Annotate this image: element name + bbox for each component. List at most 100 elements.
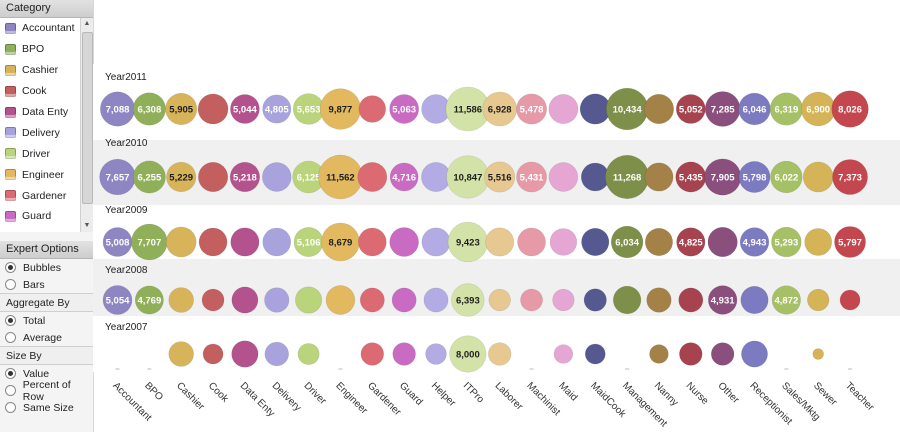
- data-label: 4,931: [711, 295, 735, 306]
- data-bubble: [644, 227, 673, 257]
- category-item[interactable]: Delivery: [0, 122, 80, 143]
- scroll-up-arrow-icon[interactable]: ▲: [83, 20, 91, 27]
- category-panel-title: Category: [0, 0, 93, 18]
- data-label: 9,877: [329, 104, 353, 115]
- data-bubble: [707, 285, 738, 315]
- data-bubble: [421, 227, 451, 257]
- data-label: 9,423: [456, 237, 480, 248]
- data-bubble: [548, 162, 579, 192]
- data-bubble: [201, 288, 225, 312]
- data-bubble: [812, 348, 824, 360]
- category-item[interactable]: Gardener: [0, 185, 80, 206]
- category-swatch-icon: [5, 106, 16, 118]
- category-scrollbar[interactable]: ▲ ▼: [80, 18, 93, 232]
- data-bubble: [516, 161, 547, 193]
- scroll-thumb[interactable]: [82, 32, 93, 204]
- data-label: 5,229: [169, 172, 193, 183]
- radio-button-icon[interactable]: [5, 385, 16, 396]
- data-label: 10,847: [453, 172, 482, 183]
- size-option-label: Same Size: [23, 401, 74, 414]
- data-bubble: [676, 227, 706, 257]
- radio-button-icon[interactable]: [5, 402, 16, 413]
- chart-type-option[interactable]: Bars: [0, 276, 93, 293]
- data-bubble: [804, 228, 833, 256]
- data-label: 6,034: [615, 237, 639, 248]
- category-swatch-icon: [5, 190, 16, 202]
- data-label: 5,218: [233, 172, 257, 183]
- data-label: 5,798: [743, 172, 767, 183]
- scroll-down-arrow-icon[interactable]: ▼: [83, 222, 91, 229]
- size-by-heading: Size By: [0, 346, 93, 365]
- category-item[interactable]: Engineer: [0, 164, 80, 185]
- size-option[interactable]: Percent of Row: [0, 379, 93, 403]
- data-bubble: [771, 226, 802, 258]
- data-bubble: [423, 287, 449, 313]
- data-bubble: [649, 344, 669, 364]
- bubble-chart: Year2011 7,088 6,308 5,905 5,044 4,805 5,653 9,…: [93, 64, 900, 430]
- data-bubble: [832, 159, 868, 195]
- size-option[interactable]: Same Size: [0, 399, 93, 416]
- data-bubble: [807, 288, 830, 312]
- data-bubble: [391, 287, 417, 313]
- category-item[interactable]: Data Enty: [0, 102, 80, 123]
- chart-type-option[interactable]: Bubbles: [0, 259, 93, 276]
- data-bubble: [488, 288, 511, 312]
- category-item[interactable]: Guard: [0, 206, 80, 227]
- category-list[interactable]: Accountant BPO Cashier Cook Data Enty Deliver…: [0, 18, 80, 232]
- x-tick-label: BPO: [142, 380, 165, 403]
- size-option-label: Percent of Row: [22, 378, 71, 403]
- category-label: Guard: [22, 210, 52, 223]
- data-label: 5,008: [106, 237, 130, 248]
- data-label: 5,044: [233, 104, 257, 115]
- radio-button-icon[interactable]: [5, 315, 16, 326]
- data-label: 7,285: [711, 104, 735, 115]
- data-bubble: [325, 285, 356, 315]
- data-bubble: [261, 162, 292, 192]
- data-label: 6,393: [456, 295, 480, 306]
- data-label: 7,707: [137, 237, 161, 248]
- data-bubble: [834, 226, 866, 258]
- data-bubble: [610, 225, 644, 259]
- category-item[interactable]: Accountant: [0, 18, 80, 39]
- data-bubble: [168, 341, 194, 367]
- expert-options-panel: Expert Options Bubbles Bars Aggregate By …: [0, 241, 93, 416]
- data-label: 6,319: [774, 104, 798, 115]
- radio-button-icon[interactable]: [5, 262, 16, 273]
- data-label: 4,943: [743, 237, 767, 248]
- data-bubble: [421, 162, 451, 192]
- x-tick-label: Teacher: [843, 380, 876, 413]
- x-tick-label: Maid: [556, 380, 579, 403]
- data-bubble: [262, 227, 292, 257]
- data-bubble: [360, 342, 384, 366]
- data-bubble: [520, 288, 543, 312]
- category-item[interactable]: Driver: [0, 143, 80, 164]
- data-label: 5,054: [106, 295, 130, 306]
- category-item[interactable]: BPO: [0, 39, 80, 60]
- data-label: 6,022: [774, 172, 798, 183]
- data-label: 5,435: [679, 172, 703, 183]
- row-label: Year2008: [105, 265, 148, 276]
- category-item[interactable]: Cashier: [0, 60, 80, 81]
- data-bubble: [740, 285, 769, 315]
- aggregate-option[interactable]: Average: [0, 329, 93, 346]
- x-tick-label: Machinist: [524, 380, 562, 418]
- category-item[interactable]: Cook: [0, 81, 80, 102]
- aggregate-option[interactable]: Total: [0, 312, 93, 329]
- data-bubble: [165, 226, 197, 258]
- data-bubble: [230, 94, 260, 124]
- radio-button-icon[interactable]: [5, 279, 16, 290]
- category-swatch-icon: [5, 85, 16, 97]
- data-label: 4,805: [265, 104, 289, 115]
- data-label: 5,797: [838, 237, 862, 248]
- radio-button-icon[interactable]: [5, 368, 16, 379]
- size-option[interactable]: Value: [0, 365, 93, 382]
- radio-button-icon[interactable]: [5, 332, 16, 343]
- data-bubble: [839, 289, 861, 311]
- chart-type-group: Bubbles Bars: [0, 259, 93, 293]
- aggregate-option-label: Total: [23, 314, 46, 327]
- data-bubble: [262, 94, 292, 124]
- data-bubble: [357, 162, 388, 192]
- x-tick-label: Nurse: [684, 380, 711, 407]
- data-bubble: [359, 287, 385, 313]
- category-label: Accountant: [22, 22, 75, 35]
